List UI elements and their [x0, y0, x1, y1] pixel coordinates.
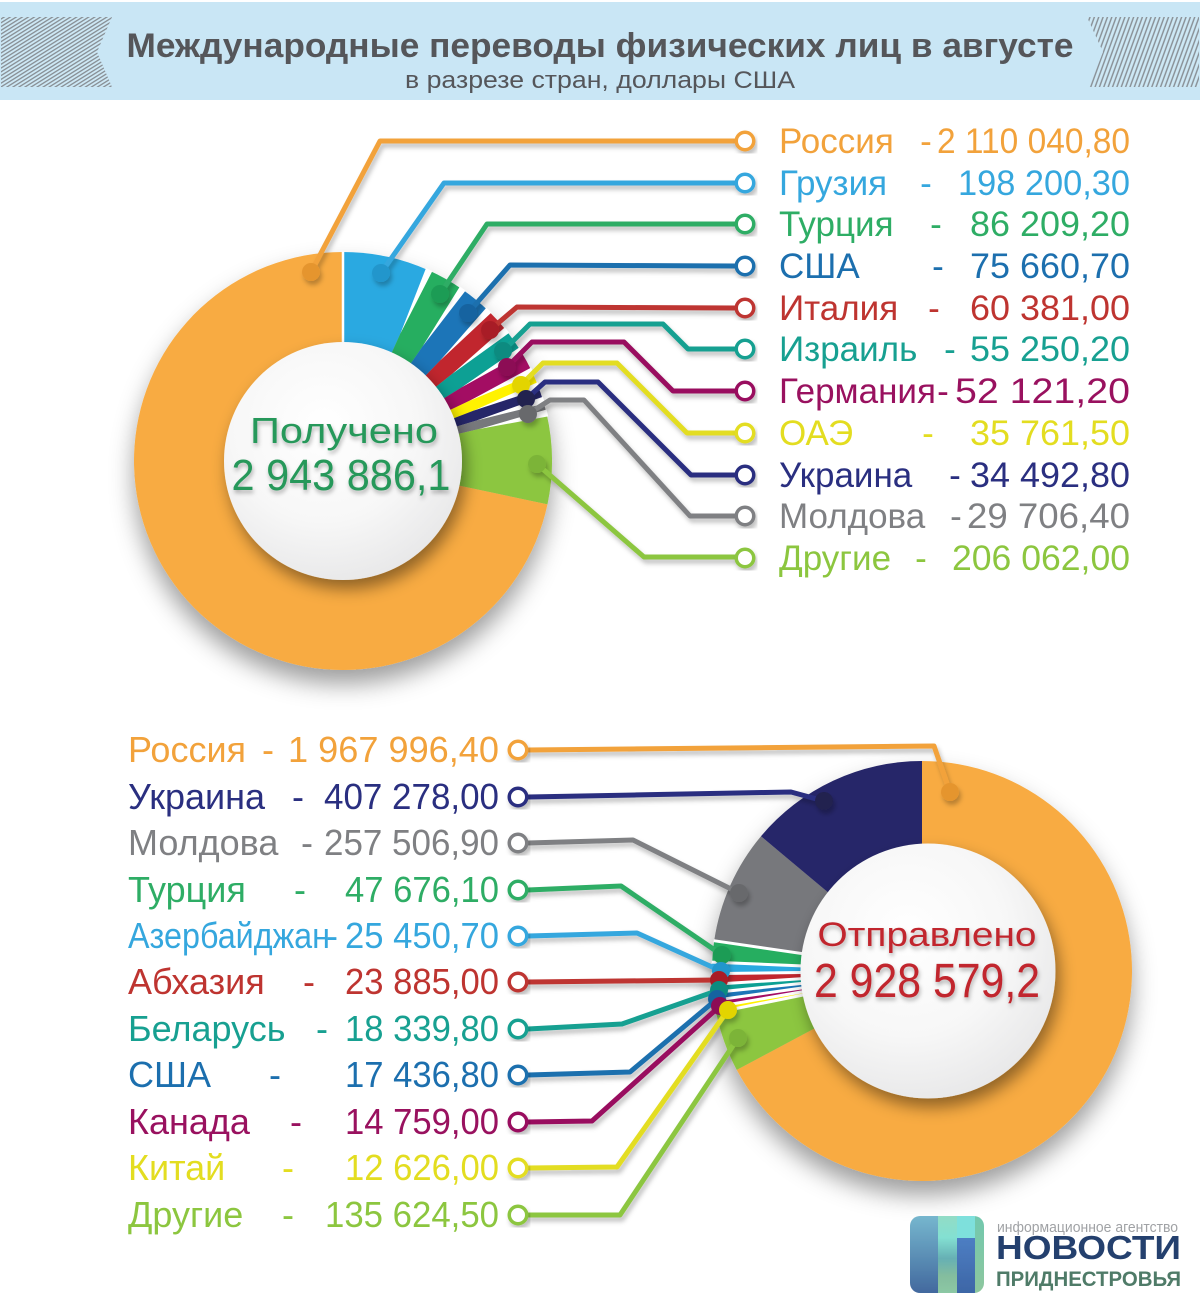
svg-text:Украина: Украина	[779, 456, 913, 495]
svg-text:35 761,50: 35 761,50	[970, 414, 1130, 453]
svg-text:86 209,20: 86 209,20	[970, 205, 1130, 244]
svg-text:-: -	[915, 539, 927, 578]
svg-text:Беларусь: Беларусь	[128, 1008, 285, 1049]
svg-text:Азербайджан: Азербайджан	[128, 915, 330, 956]
svg-text:-: -	[282, 1194, 294, 1235]
svg-text:-: -	[269, 1054, 281, 1095]
svg-text:23 885,00: 23 885,00	[345, 961, 499, 1002]
svg-text:-: -	[932, 247, 944, 286]
svg-text:-: -	[920, 164, 932, 203]
svg-text:Россия: Россия	[128, 729, 246, 770]
svg-text:в разрезе стран, доллары США: в разрезе стран, доллары США	[405, 67, 795, 94]
svg-text:-: -	[928, 289, 940, 328]
svg-text:407 278,00: 407 278,00	[324, 776, 499, 817]
svg-text:Россия: Россия	[779, 122, 894, 161]
svg-text:ПРИДНЕСТРОВЬЯ: ПРИДНЕСТРОВЬЯ	[996, 1268, 1181, 1291]
svg-text:Украина: Украина	[128, 776, 266, 817]
svg-text:Другие: Другие	[128, 1194, 243, 1235]
svg-text:-: -	[316, 1008, 328, 1049]
svg-text:198 200,30: 198 200,30	[958, 164, 1130, 203]
svg-text:Молдова: Молдова	[779, 497, 926, 536]
svg-text:-: -	[282, 1147, 294, 1188]
svg-text:206 062,00: 206 062,00	[952, 539, 1130, 578]
svg-text:-: -	[303, 961, 315, 1002]
svg-text:Международные переводы физичес: Международные переводы физических лиц в …	[127, 27, 1074, 65]
svg-text:Получено: Получено	[250, 410, 438, 451]
svg-text:-: -	[937, 372, 949, 411]
svg-text:-: -	[949, 456, 961, 495]
svg-text:-: -	[290, 1101, 302, 1142]
svg-text:ОАЭ: ОАЭ	[779, 414, 853, 453]
svg-text:Абхазия: Абхазия	[128, 961, 265, 1002]
svg-text:-: -	[292, 776, 304, 817]
svg-text:Китай: Китай	[128, 1147, 225, 1188]
svg-text:29 706,40: 29 706,40	[967, 497, 1130, 536]
svg-text:-: -	[920, 122, 932, 161]
svg-text:Израиль: Израиль	[779, 330, 917, 369]
svg-text:США: США	[128, 1054, 211, 1095]
svg-text:-: -	[930, 205, 942, 244]
svg-text:-: -	[294, 869, 306, 910]
svg-text:-: -	[301, 822, 313, 863]
svg-text:2 943 886,1: 2 943 886,1	[232, 451, 451, 500]
svg-text:-: -	[950, 497, 962, 536]
svg-text:25 450,70: 25 450,70	[345, 915, 499, 956]
svg-text:Канада: Канада	[128, 1101, 251, 1142]
svg-text:257 506,90: 257 506,90	[324, 822, 499, 863]
svg-text:1 967 996,40: 1 967 996,40	[288, 729, 499, 770]
svg-text:2 928 579,2: 2 928 579,2	[814, 955, 1040, 1008]
svg-text:75 660,70: 75 660,70	[970, 247, 1130, 286]
svg-text:-: -	[326, 915, 338, 956]
svg-text:Грузия: Грузия	[779, 164, 887, 203]
svg-text:Другие: Другие	[779, 539, 891, 578]
svg-text:-: -	[922, 414, 934, 453]
svg-text:НОВОСТИ: НОВОСТИ	[996, 1229, 1181, 1266]
svg-text:55 250,20: 55 250,20	[970, 330, 1130, 369]
svg-text:14 759,00: 14 759,00	[345, 1101, 499, 1142]
svg-text:Италия: Италия	[779, 289, 898, 328]
svg-text:12 626,00: 12 626,00	[345, 1147, 499, 1188]
svg-text:18 339,80: 18 339,80	[345, 1008, 499, 1049]
svg-text:-: -	[262, 729, 274, 770]
svg-text:информационное агентство: информационное агентство	[997, 1220, 1178, 1236]
svg-text:60 381,00: 60 381,00	[970, 289, 1130, 328]
svg-text:Молдова: Молдова	[128, 822, 279, 863]
svg-text:34 492,80: 34 492,80	[970, 456, 1130, 495]
svg-text:17 436,80: 17 436,80	[345, 1054, 499, 1095]
svg-text:135 624,50: 135 624,50	[325, 1194, 499, 1235]
svg-text:2 110 040,80: 2 110 040,80	[937, 122, 1130, 161]
svg-text:52 121,20: 52 121,20	[955, 372, 1130, 411]
svg-text:США: США	[779, 247, 860, 286]
svg-text:Турция: Турция	[128, 869, 246, 910]
svg-text:Германия: Германия	[779, 372, 936, 411]
svg-text:Отправлено: Отправлено	[818, 916, 1037, 954]
svg-text:-: -	[944, 330, 956, 369]
svg-text:Турция: Турция	[779, 205, 894, 244]
svg-text:47 676,10: 47 676,10	[345, 869, 499, 910]
